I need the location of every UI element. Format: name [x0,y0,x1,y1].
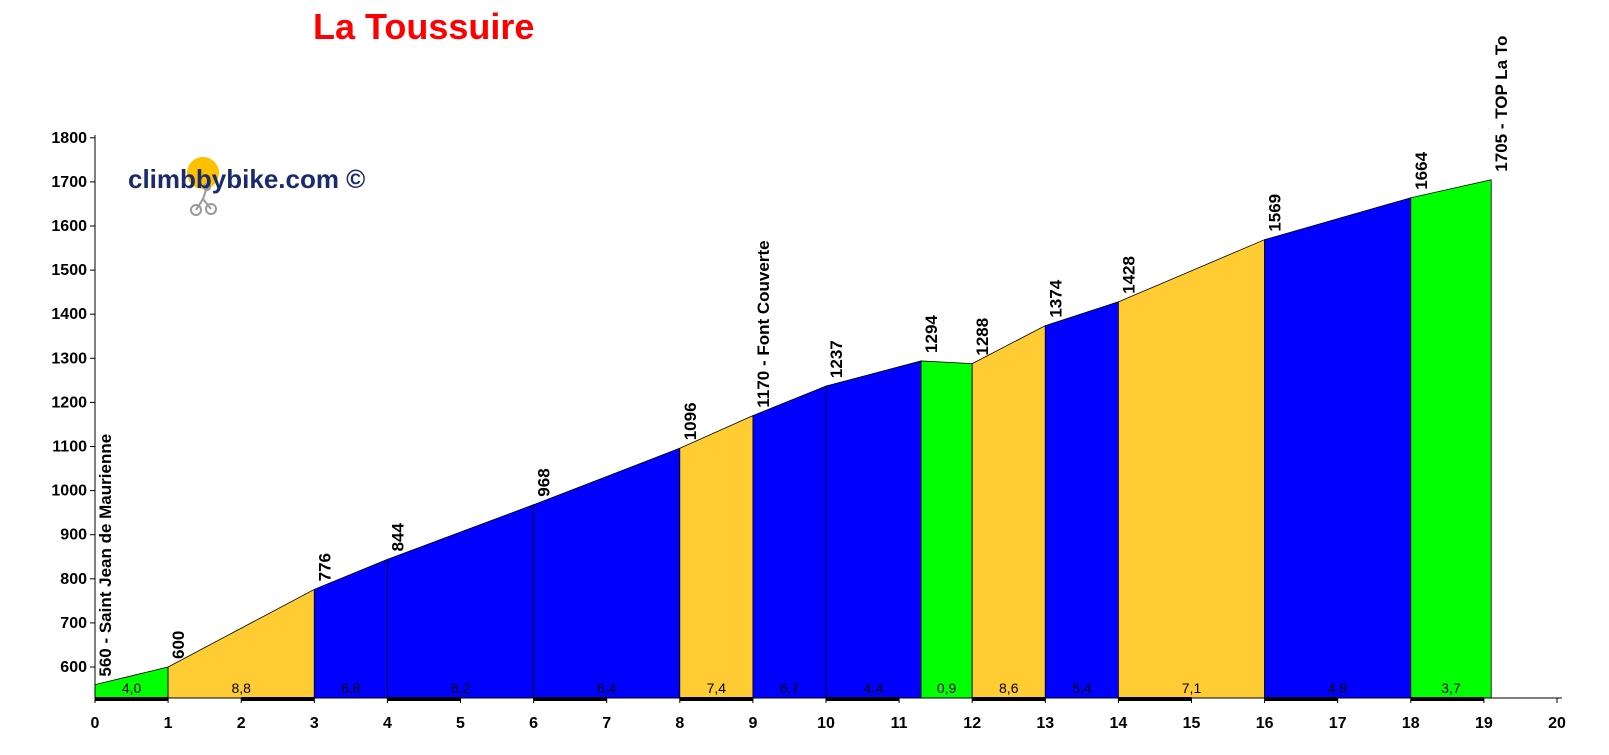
chart-title: La Toussuire [313,6,535,47]
gradient-label: 4,0 [122,680,142,696]
gradient-label: 8,8 [231,680,251,696]
x-tick-label: 16 [1256,715,1274,732]
x-tick-label: 11 [891,715,908,732]
gradient-labels: 4,0 8,8 6,8 6,2 6,4 7,4 6,7 4,4 0,9 8,6 5,4 7,1 4,8 3… [122,680,1461,696]
gradient-label: 6,8 [341,680,361,696]
y-tick-label: 1400 [51,306,87,323]
elevation-labels: 560 - Saint Jean de Maurienne 600 776 844 96… [96,36,1511,677]
profile-segment [971,325,1046,699]
elevation-label: 1170 - Font Couverte [754,240,773,407]
watermark-logo: climbbybike.com © [128,157,365,216]
profile-segment [1264,197,1412,699]
km-bar [1410,697,1484,701]
y-tick-label: 1300 [51,350,87,367]
x-tick-label: 4 [383,715,392,732]
y-tick-label: 700 [60,615,87,632]
km-bar [387,697,461,701]
km-bar [533,697,607,701]
elevation-label: 1294 [922,315,941,353]
x-tick-label: 14 [1110,715,1128,732]
profile-segment [386,504,534,699]
x-tick-label: 10 [817,715,835,732]
y-tick-label: 1600 [51,218,87,235]
gradient-label: 8,6 [999,680,1019,696]
gradient-label: 6,4 [597,680,617,696]
elevation-label: 1664 [1412,151,1431,189]
profile-segment [1410,179,1492,699]
profile-segment [679,415,754,699]
gradient-label: 5,4 [1072,680,1092,696]
elevation-label: 560 - Saint Jean de Maurienne [96,434,115,677]
x-tick-label: 6 [529,715,538,732]
elevation-label: 968 [535,468,554,496]
km-bar [972,697,1046,701]
gradient-label: 7,4 [707,680,727,696]
km-bar [241,697,315,701]
y-tick-label: 1700 [51,174,87,191]
y-tick-label: 1500 [51,262,87,279]
profile-segments [94,179,1492,699]
elevation-label: 776 [315,553,334,581]
gradient-label: 6,7 [780,680,800,696]
gradient-label: 4,8 [1328,680,1348,696]
elevation-label: 844 [388,522,407,551]
profile-segment [533,447,681,699]
profile-segment [752,385,827,699]
x-tick-label: 17 [1329,715,1347,732]
profile-segment [920,360,973,699]
gradient-label: 6,2 [451,680,471,696]
x-tick-label: 15 [1183,715,1201,732]
x-tick-label: 9 [748,715,757,732]
elevation-label: 1237 [827,340,846,378]
y-tick-label: 900 [60,527,87,544]
y-tick-label: 800 [60,571,87,588]
x-tick-label: 20 [1548,715,1566,732]
gradient-label: 7,1 [1182,680,1202,696]
profile-segment [1118,239,1265,699]
x-tick-label: 0 [91,715,100,732]
elevation-label: 1428 [1119,256,1138,294]
km-bar [95,697,169,701]
km-bar [1118,697,1192,701]
x-tick-label: 2 [237,715,246,732]
x-tick-label: 19 [1475,715,1493,732]
gradient-label: 0,9 [937,680,957,696]
x-tick-label: 5 [456,715,465,732]
profile-segment [1044,301,1119,699]
x-tick-label: 1 [164,715,173,732]
x-tick-label: 7 [602,715,611,732]
elevation-label: 1374 [1046,279,1065,317]
x-tick-label: 12 [963,715,981,732]
y-tick-label: 1800 [51,130,87,147]
elevation-label: 1569 [1266,194,1285,232]
elevation-label: 1705 - TOP La To [1492,36,1511,172]
y-tick-label: 1100 [52,439,87,456]
km-bar [1264,697,1338,701]
gradient-label: 3,7 [1441,680,1461,696]
cyclist-icon [190,183,217,216]
x-tick-label: 3 [310,715,319,732]
y-tick-label: 1000 [51,483,87,500]
elevation-label: 1096 [681,402,700,440]
sun-icon [187,157,219,189]
km-bar [826,697,900,701]
km-bar [679,697,753,701]
gradient-label: 4,4 [864,680,884,696]
profile-segment [825,360,922,699]
x-tick-label: 13 [1036,715,1054,732]
elevation-label: 600 [169,631,188,659]
y-tick-label: 1200 [51,394,87,411]
x-tick-label: 18 [1402,715,1420,732]
y-tick-label: 600 [60,659,87,676]
elevation-label: 1288 [973,318,992,356]
watermark-text: climbbybike.com © [128,164,365,194]
axes: 6007008009001000110012001300140015001600… [51,130,1566,732]
x-tick-label: 8 [675,715,684,732]
